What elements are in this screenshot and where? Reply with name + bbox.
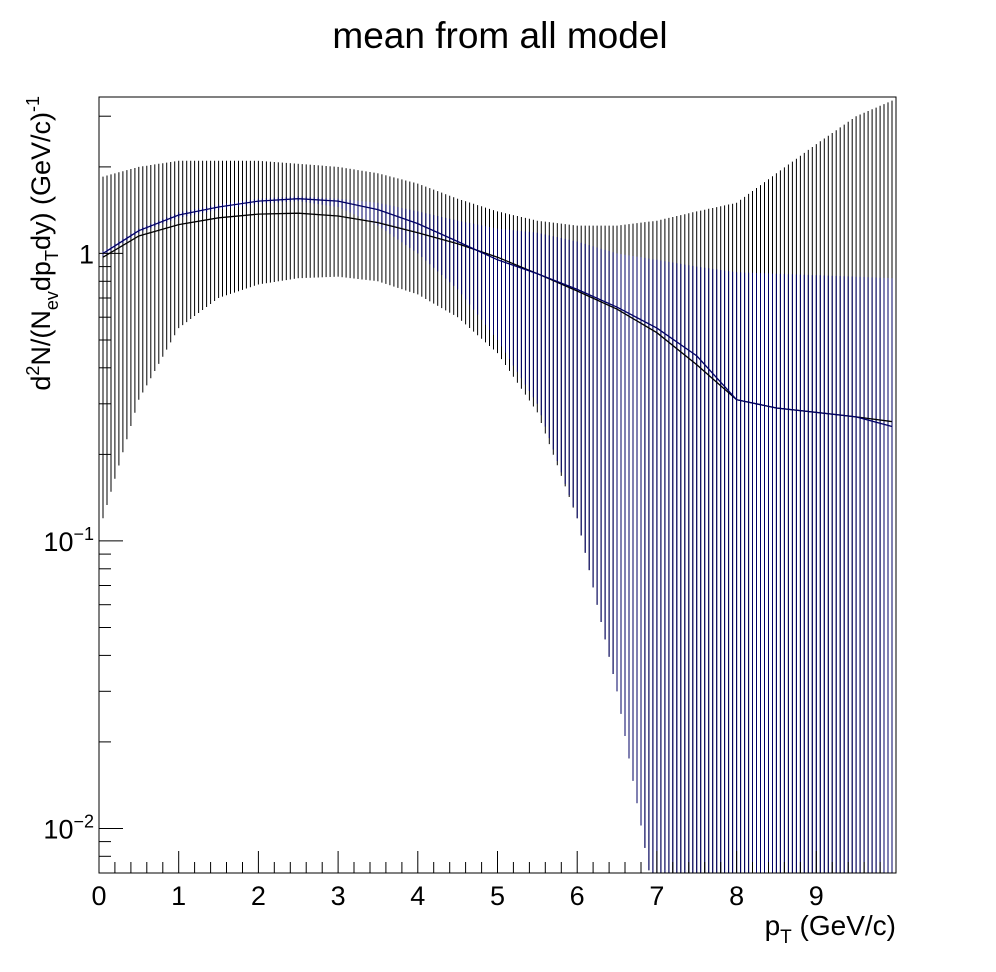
y-tick-label: 10−2 [43,812,94,845]
x-tick-label: 3 [331,881,346,911]
x-axis-label: pT (GeV/c) [765,910,896,948]
y-axis: 1 10−1 10−2 [43,115,123,874]
series-lines [102,198,893,428]
y-tick-label: 1 [79,239,94,269]
series-0-error-bars [102,100,893,873]
x-tick-label: 4 [410,881,425,911]
chart-title: mean from all model [332,15,667,56]
y-axis-label: d2N/(NevdpTdy) (GeV/c)-1 [23,96,62,391]
y-tick-label: 10−1 [43,524,94,557]
x-axis: 0 1 2 3 4 5 6 7 8 9 [91,851,897,911]
x-tick-label: 8 [729,881,744,911]
x-tick-label: 7 [649,881,664,911]
series-1-line [102,198,893,428]
series-1-error-bars [102,196,893,873]
x-tick-label: 9 [809,881,824,911]
x-tick-label: 6 [570,881,585,911]
x-tick-label: 2 [251,881,266,911]
error-bars [102,100,893,873]
x-tick-label: 1 [171,881,186,911]
x-tick-label: 5 [490,881,505,911]
x-tick-label: 0 [91,881,106,911]
